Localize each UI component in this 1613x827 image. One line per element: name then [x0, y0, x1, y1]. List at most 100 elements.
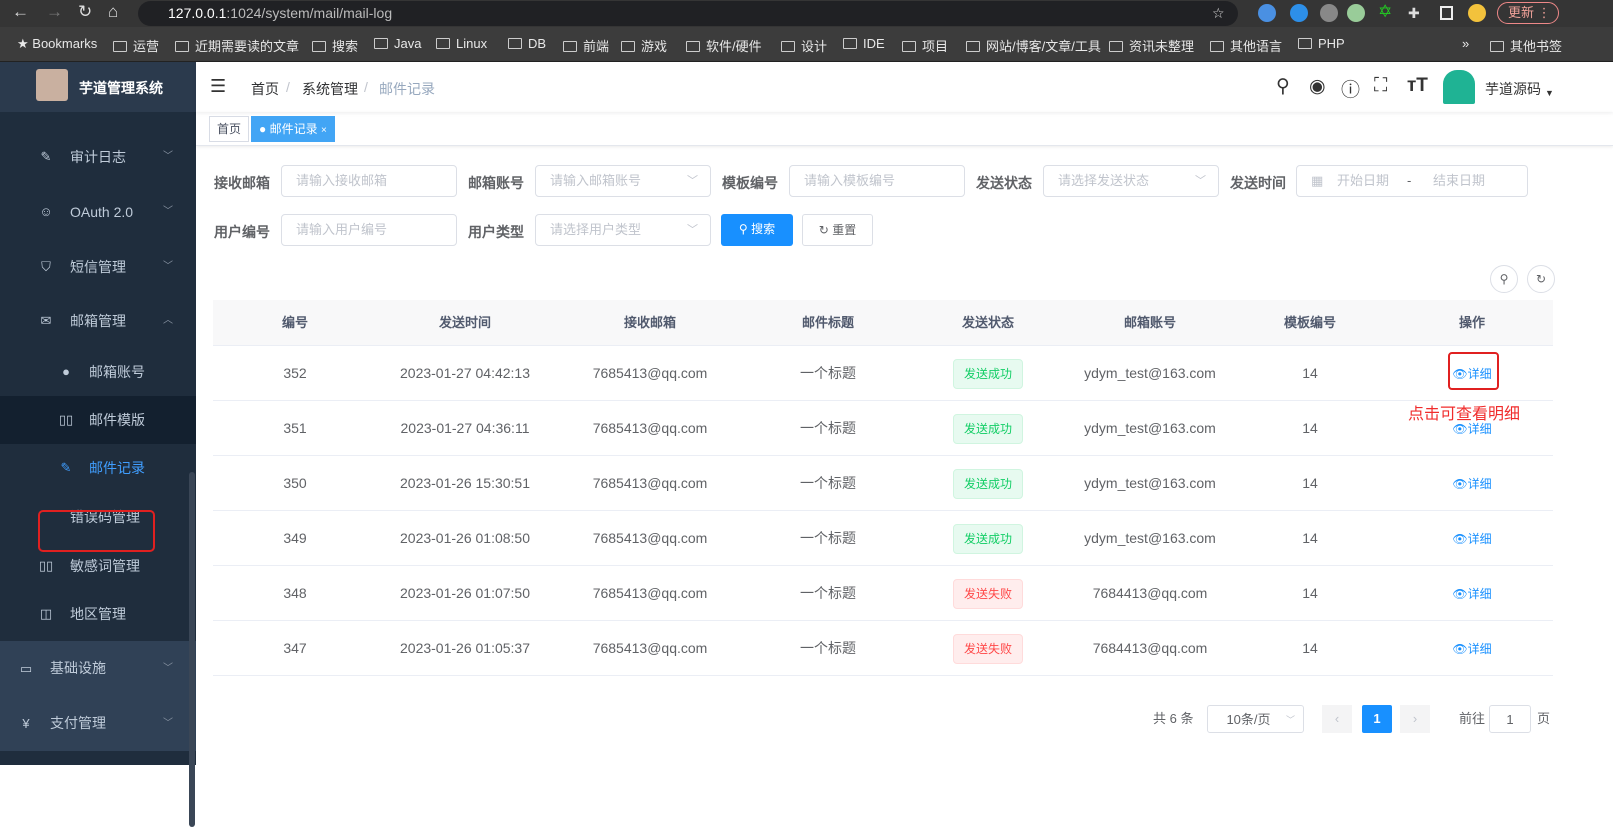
- page-1-button[interactable]: 1: [1362, 705, 1392, 733]
- url-input[interactable]: 127.0.0.1:1024/system/mail/mail-log: [138, 1, 1238, 26]
- bookmark-folder[interactable]: 搜索: [312, 36, 358, 55]
- github-icon[interactable]: ◉: [1309, 76, 1326, 97]
- bookmark-folder[interactable]: IDE: [843, 36, 885, 51]
- table-cell: 7685413@qq.com: [593, 621, 708, 676]
- search-button[interactable]: ⚲ 搜索: [721, 214, 793, 246]
- search-icon[interactable]: ⚲: [1276, 76, 1290, 97]
- forward-icon[interactable]: →: [46, 2, 63, 21]
- detail-button[interactable]: 👁︎详细: [1452, 532, 1492, 546]
- sidebar-item-8[interactable]: ▯▯ 敏感词管理: [0, 542, 196, 590]
- bookmarks-label[interactable]: ★ Bookmarks: [17, 36, 98, 51]
- puzzle-icon[interactable]: ✚: [1408, 5, 1420, 21]
- detail-button[interactable]: 👁︎详细: [1452, 422, 1492, 436]
- bookmark-folder[interactable]: 近期需要读的文章: [175, 36, 299, 55]
- breadcrumb-system[interactable]: 系统管理: [302, 81, 358, 97]
- sidebar-item-4[interactable]: ● 邮箱账号: [0, 348, 196, 396]
- detail-button[interactable]: 👁︎详细: [1452, 477, 1492, 491]
- sidebar-item-6[interactable]: ✎ 邮件记录: [0, 444, 196, 492]
- sidebar-item-2[interactable]: ⛉ 短信管理 ﹀: [0, 242, 196, 292]
- font-size-icon[interactable]: тT: [1407, 75, 1428, 96]
- extension-icon[interactable]: ✡: [1378, 2, 1393, 21]
- bookmark-folder[interactable]: 前端: [563, 36, 609, 55]
- detail-button[interactable]: 👁︎详细: [1452, 367, 1492, 381]
- date-range-picker[interactable]: ▦ 开始日期 - 结束日期: [1296, 165, 1528, 197]
- cell-value: 一个标题: [800, 640, 856, 656]
- table-row: 351 2023-01-27 04:36:11 7685413@qq.com 一个标题…: [213, 401, 1553, 456]
- to-mail-input[interactable]: 请输入接收邮箱: [281, 165, 457, 197]
- reload-icon[interactable]: ↻: [78, 2, 93, 21]
- extension-icon[interactable]: [1347, 4, 1365, 22]
- bookmark-folder[interactable]: Java: [374, 36, 421, 51]
- sidebar-item-0[interactable]: ✎ 审计日志 ﹀: [0, 132, 196, 182]
- sidebar-item-9[interactable]: ◫ 地区管理: [0, 590, 196, 638]
- column-header[interactable]: 发送时间: [438, 315, 492, 330]
- status-select[interactable]: 请选择发送状态 ﹀: [1043, 165, 1219, 197]
- extension-icon[interactable]: [1258, 4, 1276, 22]
- column-header[interactable]: 编号: [281, 315, 309, 330]
- sidebar-item-1[interactable]: ☺ OAuth 2.0 ﹀: [0, 187, 196, 237]
- prev-page-button[interactable]: ‹: [1322, 705, 1352, 733]
- bookmark-folder[interactable]: 资讯未整理: [1109, 36, 1194, 55]
- sidebar-scrollbar[interactable]: [189, 472, 195, 827]
- bookmark-folder[interactable]: »: [1462, 36, 1470, 51]
- bookmark-folder[interactable]: DB: [508, 36, 546, 51]
- sidebar-item-3[interactable]: ✉ 邮箱管理 ︿: [0, 296, 196, 346]
- next-page-button[interactable]: ›: [1400, 705, 1430, 733]
- extension-icon[interactable]: [1320, 4, 1338, 22]
- bookmark-folder[interactable]: 软件/硬件: [686, 36, 762, 55]
- breadcrumb-home[interactable]: 首页: [251, 81, 279, 97]
- user-id-input[interactable]: 请输入用户编号: [281, 214, 457, 246]
- sidebar-item-5[interactable]: ▯▯ 邮件模版: [0, 396, 196, 444]
- update-button[interactable]: 更新 ⋮: [1497, 2, 1559, 24]
- table-row: 348 2023-01-26 01:07:50 7685413@qq.com 一个标题…: [213, 566, 1553, 621]
- column-header[interactable]: 邮件标题: [801, 315, 855, 330]
- template-input[interactable]: 请输入模板编号: [789, 165, 965, 197]
- column-header[interactable]: 操作: [1458, 315, 1486, 330]
- tag-mail-log[interactable]: ● 邮件记录 ×: [251, 116, 335, 142]
- avatar[interactable]: [1443, 70, 1475, 104]
- bookmark-folder[interactable]: 项目: [902, 36, 948, 55]
- star-icon[interactable]: ☆: [1212, 5, 1225, 21]
- bookmark-folder[interactable]: PHP: [1298, 36, 1345, 51]
- back-icon[interactable]: ←: [12, 2, 29, 21]
- home-icon[interactable]: ⌂: [108, 2, 119, 21]
- sidebar-item-11[interactable]: ¥ 支付管理 ﹀: [0, 696, 196, 751]
- table-cell: ydym_test@163.com: [1084, 346, 1216, 401]
- start-date[interactable]: 开始日期: [1337, 173, 1390, 188]
- bookmark-folder[interactable]: 其他语言: [1210, 36, 1282, 55]
- bookmark-folder[interactable]: 游戏: [621, 36, 667, 55]
- sidebar-item-7[interactable]: 错误码管理: [0, 493, 196, 541]
- sidebar-item-10[interactable]: ▭ 基础设施 ﹀: [0, 641, 196, 696]
- column-header[interactable]: 发送状态: [961, 315, 1015, 330]
- folder-icon: [1210, 41, 1224, 52]
- column-header[interactable]: 模板编号: [1283, 315, 1337, 330]
- bookmark-folder[interactable]: 运营: [113, 36, 159, 55]
- profile-avatar[interactable]: [1468, 4, 1486, 22]
- fullscreen-icon[interactable]: ⛶: [1374, 75, 1388, 96]
- help-icon[interactable]: ⓘ: [1341, 80, 1361, 101]
- page-size-select[interactable]: 10条/页 ﹀: [1207, 705, 1304, 733]
- bookmark-folder[interactable]: 其他书签: [1490, 36, 1562, 55]
- close-icon[interactable]: ×: [320, 125, 327, 136]
- bookmark-folder[interactable]: Linux: [436, 36, 487, 51]
- reset-button[interactable]: ↻ 重置: [802, 214, 873, 246]
- caret-down-icon[interactable]: ▼: [1545, 88, 1554, 98]
- refresh-button[interactable]: ↻: [1527, 265, 1555, 293]
- column-header[interactable]: 接收邮箱: [623, 315, 677, 330]
- detail-button[interactable]: 👁︎详细: [1452, 642, 1492, 656]
- hamburger-icon[interactable]: ☰: [210, 76, 227, 96]
- end-date[interactable]: 结束日期: [1433, 173, 1486, 188]
- account-select[interactable]: 请输入邮箱账号 ﹀: [535, 165, 711, 197]
- user-name[interactable]: 芋道源码: [1485, 81, 1541, 97]
- goto-page-input[interactable]: 1: [1489, 705, 1531, 733]
- bookmark-folder[interactable]: 网站/博客/文章/工具: [966, 36, 1101, 55]
- sidepanel-icon[interactable]: [1440, 6, 1453, 20]
- bookmark-folder[interactable]: 设计: [781, 36, 827, 55]
- tag-home[interactable]: 首页: [209, 116, 250, 142]
- extension-icon[interactable]: [1290, 4, 1308, 22]
- user-type-select[interactable]: 请选择用户类型 ﹀: [535, 214, 711, 246]
- column-header[interactable]: 邮箱账号: [1123, 315, 1177, 330]
- edit-icon: ✎: [40, 149, 52, 164]
- detail-button[interactable]: 👁︎详细: [1452, 587, 1492, 601]
- toggle-search-button[interactable]: ⚲: [1490, 265, 1518, 293]
